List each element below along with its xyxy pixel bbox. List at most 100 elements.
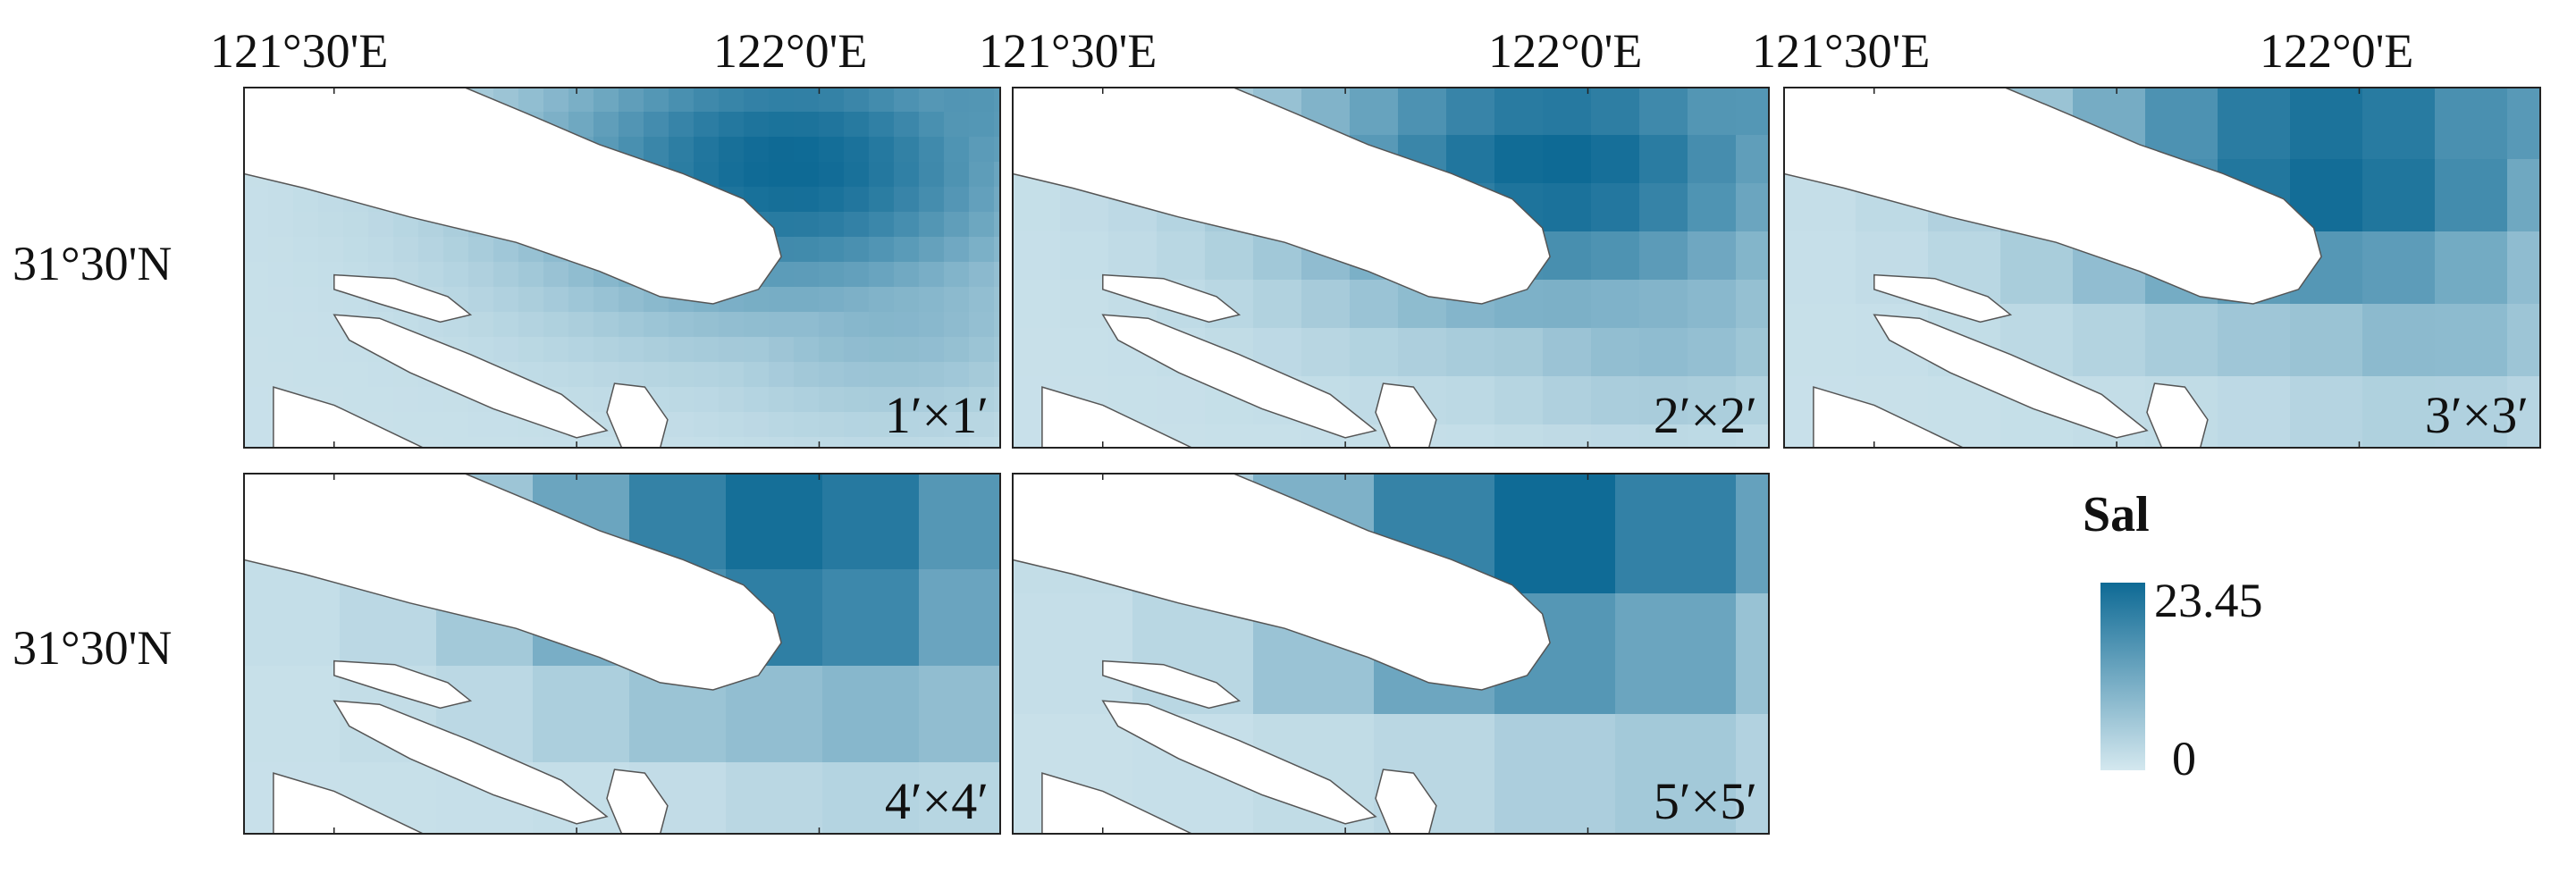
salinity-cell <box>869 362 895 388</box>
salinity-cell <box>919 87 945 113</box>
salinity-cell <box>669 112 695 138</box>
salinity-cell <box>944 337 970 363</box>
salinity-cell <box>744 362 770 388</box>
salinity-cell <box>568 362 594 388</box>
salinity-cell <box>1543 183 1592 232</box>
salinity-cell <box>2362 376 2436 449</box>
salinity-cell <box>1736 135 1770 184</box>
salinity-cell <box>694 337 720 363</box>
salinity-cell <box>822 666 920 763</box>
map-panel-5x5: 5′×5′ <box>1012 473 1770 835</box>
salinity-cell <box>869 112 895 138</box>
lon-label-col2-b: 122°0'E <box>1488 24 1643 78</box>
panel-frame <box>1783 87 2541 449</box>
lon-label-col2-a: 121°30'E <box>979 24 1158 78</box>
salinity-cell <box>694 362 720 388</box>
resolution-label: 5′×5′ <box>1654 772 1757 830</box>
salinity-cell <box>769 387 795 413</box>
salinity-cell <box>726 473 823 570</box>
legend-max-label: 23.45 <box>2154 574 2263 627</box>
salinity-cell <box>894 212 920 238</box>
salinity-cell <box>794 87 820 113</box>
salinity-cell <box>2435 376 2508 449</box>
salinity-cell <box>944 437 970 449</box>
salinity-cell <box>1688 183 1737 232</box>
salinity-cell <box>543 337 569 363</box>
salinity-cell <box>644 87 669 113</box>
legend-colorbar <box>2100 583 2145 770</box>
salinity-cell <box>844 237 870 263</box>
salinity-cell <box>994 437 1001 449</box>
salinity-cell <box>769 287 795 313</box>
salinity-cell <box>944 387 970 413</box>
salinity-cell <box>368 387 394 413</box>
land-mass <box>1783 87 2322 305</box>
salinity-cell <box>869 262 895 288</box>
salinity-cell <box>1615 714 1737 835</box>
salinity-cell <box>2145 304 2218 377</box>
salinity-cell <box>744 437 770 449</box>
salinity-cell <box>944 187 970 213</box>
salinity-cell <box>243 312 269 338</box>
salinity-cell <box>543 312 569 338</box>
land-mass <box>333 700 609 825</box>
salinity-cell <box>1157 376 1206 425</box>
lon-label-col1-a: 121°30'E <box>210 24 389 78</box>
salinity-cell <box>694 312 720 338</box>
salinity-cell <box>794 437 820 449</box>
salinity-cell <box>1253 280 1302 329</box>
salinity-cell <box>268 262 294 288</box>
salinity-cell <box>769 337 795 363</box>
salinity-cell <box>1350 87 1399 136</box>
salinity-cell <box>644 112 669 138</box>
salinity-cell <box>844 337 870 363</box>
salinity-cell <box>1591 280 1640 329</box>
salinity-cell <box>1639 280 1688 329</box>
salinity-cell <box>393 387 419 413</box>
salinity-cell <box>969 112 995 138</box>
salinity-cell <box>944 212 970 238</box>
salinity-cell <box>869 87 895 113</box>
salinity-cell <box>844 87 870 113</box>
salinity-cell <box>1494 473 1616 594</box>
salinity-cell <box>919 112 945 138</box>
salinity-cell <box>1012 280 1061 329</box>
salinity-cell <box>1060 280 1109 329</box>
salinity-cell <box>944 112 970 138</box>
salinity-cell <box>844 112 870 138</box>
salinity-cell <box>443 437 469 449</box>
salinity-cell <box>744 337 770 363</box>
salinity-cell <box>869 387 895 413</box>
salinity-cell <box>819 212 845 238</box>
salinity-cell <box>1494 135 1544 184</box>
salinity-cell <box>1591 135 1640 184</box>
panel-frame <box>1012 473 1770 835</box>
salinity-cell <box>1639 424 1688 449</box>
salinity-cell <box>894 337 920 363</box>
salinity-cell <box>669 87 695 113</box>
salinity-cell <box>1012 183 1061 232</box>
salinity-cell <box>1688 424 1737 449</box>
land-mass <box>1041 772 1194 835</box>
salinity-cell <box>2218 87 2291 160</box>
salinity-cell <box>1301 328 1351 377</box>
salinity-cell <box>619 112 644 138</box>
panel-frame <box>1012 87 1770 449</box>
salinity-cell <box>518 437 544 449</box>
salinity-cell <box>619 312 644 338</box>
lon-label-col3-a: 121°30'E <box>1752 24 1931 78</box>
salinity-cell <box>644 312 669 338</box>
salinity-cell <box>794 412 820 438</box>
salinity-cell <box>719 112 745 138</box>
salinity-cell <box>794 212 820 238</box>
land-mass <box>1102 659 1242 710</box>
salinity-cell <box>1639 183 1688 232</box>
salinity-cell <box>694 387 720 413</box>
panel-frame <box>243 473 1001 835</box>
salinity-cell <box>1543 328 1592 377</box>
salinity-cell <box>794 187 820 213</box>
salinity-cell <box>2507 376 2541 449</box>
salinity-cell <box>1543 280 1592 329</box>
salinity-cell <box>293 312 319 338</box>
salinity-cell <box>769 312 795 338</box>
